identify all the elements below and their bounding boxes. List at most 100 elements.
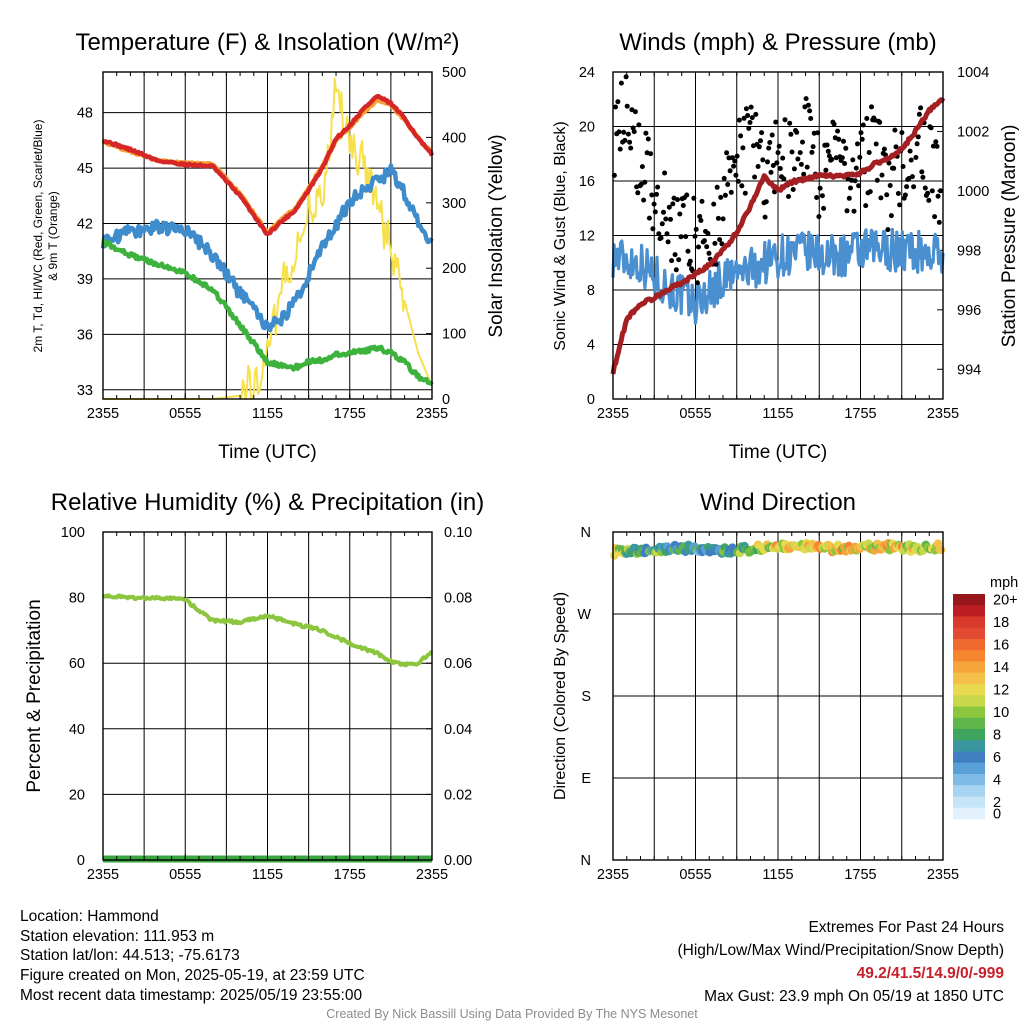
y2-tick-label: 0.00 <box>444 853 472 869</box>
gust-point <box>768 169 774 175</box>
gust-point <box>919 169 925 175</box>
y-axis-label: Direction (Colored By Speed) <box>552 592 569 800</box>
y-tick-label: S <box>581 689 591 705</box>
gust-point <box>846 195 852 201</box>
y-tick-label: 45 <box>77 161 93 177</box>
gust-point <box>888 213 894 219</box>
gust-point <box>740 145 746 151</box>
gust-point <box>907 148 913 154</box>
gust-point <box>887 183 893 188</box>
gust-point <box>651 201 657 207</box>
colorbar-segment <box>953 751 985 764</box>
y-tick-label: 48 <box>77 106 93 122</box>
gust-point <box>632 109 638 115</box>
gust-point <box>670 201 676 207</box>
y2-tick-label: 400 <box>442 130 466 146</box>
gust-point <box>782 117 788 123</box>
gust-point <box>908 157 914 163</box>
gust-point <box>857 154 863 160</box>
gust-point <box>733 172 739 178</box>
gust-point <box>835 128 841 134</box>
x-tick-label: 0555 <box>169 406 201 422</box>
gust-point <box>742 190 748 196</box>
gust-point <box>852 178 858 184</box>
colorbar-label: 10 <box>993 705 1009 721</box>
gust-point <box>732 158 738 164</box>
gust-point <box>825 148 831 154</box>
y-tick-label: 20 <box>579 120 595 136</box>
gust-point <box>914 141 920 147</box>
x-tick-label: 1755 <box>844 406 876 422</box>
y-tick-label: 8 <box>587 283 595 299</box>
gust-point <box>787 120 793 126</box>
x-tick-label: 1155 <box>762 406 793 422</box>
y-tick-label: 12 <box>579 229 595 245</box>
gust-point <box>892 127 898 133</box>
max-gust: Max Gust: 23.9 mph On 05/19 at 1850 UTC <box>704 988 1004 1005</box>
colorbar-segment <box>953 695 985 707</box>
gust-point <box>759 130 765 136</box>
gust-point <box>706 250 712 256</box>
gust-point <box>719 241 725 247</box>
colorbar-label: 20+ <box>993 593 1018 609</box>
gust-point <box>631 129 637 135</box>
gust-point <box>804 164 810 170</box>
gust-point <box>843 145 849 151</box>
gust-point <box>725 182 731 187</box>
gust-point <box>829 156 835 162</box>
station-elevation: Station elevation: 111.953 m <box>20 928 215 945</box>
gust-point <box>814 195 820 200</box>
x-tick-label: 0555 <box>679 867 711 883</box>
humidity-panel-title: Relative Humidity (%) & Precipitation (i… <box>51 489 484 516</box>
series-relative-humidity-line <box>101 593 434 668</box>
gust-point <box>622 137 628 143</box>
extremes-values: 49.2/41.5/14.9/0/-999 <box>856 965 1004 982</box>
gust-point <box>809 149 815 155</box>
gust-point <box>851 208 857 214</box>
gust-point <box>615 99 621 105</box>
gust-point <box>797 150 803 156</box>
wind-direction-panel-title: Wind Direction <box>700 489 856 516</box>
gust-point <box>739 183 745 189</box>
y2-tick-label: 0.02 <box>444 787 472 803</box>
y2-tick-label: 0.06 <box>444 656 472 672</box>
station-location: Location: Hammond <box>20 908 159 925</box>
x-tick-label: 0555 <box>169 867 201 883</box>
gust-point <box>699 198 705 204</box>
gust-point <box>734 153 740 159</box>
gust-point <box>635 190 641 196</box>
gust-point <box>864 116 870 121</box>
gust-point <box>807 108 813 114</box>
gust-point <box>918 105 924 111</box>
gust-point <box>746 125 752 131</box>
gust-point <box>911 184 917 190</box>
gust-point <box>902 192 908 198</box>
gust-point <box>652 209 658 215</box>
y-tick-label: E <box>581 771 591 787</box>
gust-point <box>899 130 905 136</box>
gust-point <box>929 188 935 194</box>
y2-tick-label: 500 <box>442 65 466 81</box>
gust-point <box>815 130 821 136</box>
y-axis-label: & 9m T (Orange) <box>46 191 60 281</box>
x-axis-label: Time (UTC) <box>729 442 828 463</box>
gust-point <box>808 116 814 121</box>
y2-tick-label: 200 <box>442 261 466 277</box>
gust-point <box>717 237 723 243</box>
gust-point <box>738 133 744 139</box>
x-tick-label: 1155 <box>762 867 793 883</box>
recent-timestamp: Most recent data timestamp: 2025/05/19 2… <box>20 987 363 1004</box>
gust-point <box>881 146 887 152</box>
gust-point <box>650 226 656 232</box>
x-tick-label: 1755 <box>334 867 366 883</box>
winds-panel-title: Winds (mph) & Pressure (mb) <box>619 29 936 56</box>
y-tick-label: 24 <box>579 65 595 81</box>
gust-point <box>731 163 737 169</box>
gust-point <box>677 211 683 217</box>
x-tick-label: 2355 <box>87 867 119 883</box>
gust-point <box>760 157 766 163</box>
y-tick-label: 0 <box>587 392 595 408</box>
series-2m-t-line <box>102 93 435 237</box>
gust-point <box>736 117 742 123</box>
